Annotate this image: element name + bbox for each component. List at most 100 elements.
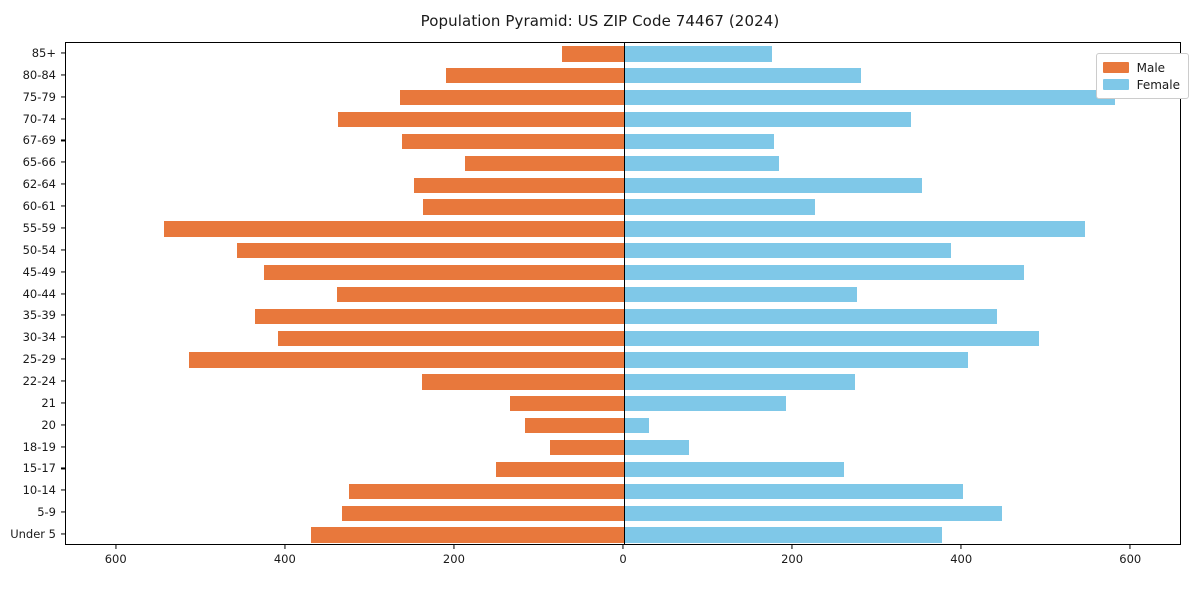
bar-female[interactable] xyxy=(624,461,844,478)
bar-male[interactable] xyxy=(349,483,624,499)
bar-female[interactable] xyxy=(624,418,649,434)
bar-row xyxy=(66,155,1180,171)
y-tick-mark xyxy=(61,161,65,163)
y-tick-label: 67-69 xyxy=(22,133,56,148)
bar-male[interactable] xyxy=(549,439,624,456)
y-tick-label: 10-14 xyxy=(22,483,56,498)
bar-female[interactable] xyxy=(624,155,779,171)
y-tick-mark xyxy=(61,74,65,76)
bar-male[interactable] xyxy=(421,374,624,390)
bar-female[interactable] xyxy=(624,439,690,456)
bar-male[interactable] xyxy=(236,243,624,259)
bar-female[interactable] xyxy=(624,264,1024,281)
x-axis: 600 400 200 0 200 400 600 xyxy=(65,545,1181,585)
y-tick-mark xyxy=(61,96,65,98)
bar-female[interactable] xyxy=(624,133,775,150)
bar-row xyxy=(66,483,1180,499)
y-tick-mark xyxy=(61,271,65,273)
bar-female[interactable] xyxy=(624,221,1085,237)
bar-male[interactable] xyxy=(164,221,624,237)
y-tick-label: 35-39 xyxy=(22,308,56,323)
bar-female[interactable] xyxy=(624,286,858,303)
y-tick-mark xyxy=(61,205,65,207)
bar-row xyxy=(66,46,1180,62)
bar-male[interactable] xyxy=(525,418,624,434)
bar-row xyxy=(66,396,1180,412)
bar-female[interactable] xyxy=(624,177,922,193)
bar-row xyxy=(66,133,1180,150)
x-tick-mark xyxy=(453,545,455,549)
bar-row xyxy=(66,199,1180,215)
bar-male[interactable] xyxy=(189,352,624,368)
bar-female[interactable] xyxy=(624,111,911,128)
x-tick-mark xyxy=(960,545,962,549)
bar-male[interactable] xyxy=(465,155,624,171)
bar-row xyxy=(66,461,1180,478)
bar-female[interactable] xyxy=(624,505,1002,521)
bar-male[interactable] xyxy=(338,111,624,128)
bar-row xyxy=(66,439,1180,456)
legend-label-male: Male xyxy=(1136,60,1166,75)
bar-female[interactable] xyxy=(624,68,861,84)
y-tick-label: 85+ xyxy=(31,45,56,60)
bar-female[interactable] xyxy=(624,483,964,499)
y-tick-mark xyxy=(61,139,65,141)
y-tick-mark xyxy=(61,358,65,360)
bar-female[interactable] xyxy=(624,90,1116,106)
bar-row xyxy=(66,243,1180,259)
bar-male[interactable] xyxy=(263,264,624,281)
y-tick-label: 30-34 xyxy=(22,330,56,345)
y-axis-labels: 85+ 80-84 75-79 70-74 67-69 65-66 62-64 60-61 55… xyxy=(0,42,65,545)
bar-male[interactable] xyxy=(278,330,624,346)
y-tick-mark xyxy=(61,336,65,338)
bar-female[interactable] xyxy=(624,352,969,368)
y-tick-label: 70-74 xyxy=(22,111,56,126)
bar-row xyxy=(66,505,1180,521)
bar-male[interactable] xyxy=(311,527,624,543)
bar-male[interactable] xyxy=(401,133,624,150)
bar-male[interactable] xyxy=(496,461,624,478)
y-tick-label: 80-84 xyxy=(22,67,56,82)
bar-female[interactable] xyxy=(624,199,816,215)
y-tick-mark xyxy=(61,424,65,426)
y-tick-mark xyxy=(61,533,65,535)
y-tick-label: 50-54 xyxy=(22,242,56,257)
y-tick-mark xyxy=(61,402,65,404)
bar-male[interactable] xyxy=(509,396,624,412)
bar-male[interactable] xyxy=(399,90,624,106)
bar-male[interactable] xyxy=(446,68,624,84)
bar-male[interactable] xyxy=(336,286,624,303)
bar-male[interactable] xyxy=(562,46,624,62)
x-tick-mark xyxy=(1129,545,1131,549)
bar-female[interactable] xyxy=(624,374,855,390)
y-tick-mark xyxy=(61,489,65,491)
bar-row xyxy=(66,374,1180,390)
bar-male[interactable] xyxy=(414,177,624,193)
zero-axis-line xyxy=(624,43,626,544)
y-tick-mark xyxy=(61,314,65,316)
bar-female[interactable] xyxy=(624,527,942,543)
x-tick-label: 200 xyxy=(781,552,804,566)
bar-female[interactable] xyxy=(624,308,997,325)
bar-male[interactable] xyxy=(341,505,624,521)
bar-row xyxy=(66,352,1180,368)
bar-row xyxy=(66,418,1180,434)
bar-female[interactable] xyxy=(624,46,772,62)
bar-female[interactable] xyxy=(624,243,952,259)
y-tick-label: 55-59 xyxy=(22,220,56,235)
bar-row xyxy=(66,308,1180,325)
legend-item-male: Male xyxy=(1102,59,1180,76)
y-tick-label: 60-61 xyxy=(22,199,56,214)
bar-row xyxy=(66,221,1180,237)
y-tick-mark xyxy=(61,446,65,448)
bar-male[interactable] xyxy=(254,308,624,325)
x-tick-label: 600 xyxy=(1119,552,1142,566)
bar-male[interactable] xyxy=(422,199,624,215)
bar-female[interactable] xyxy=(624,396,787,412)
y-tick-label: 45-49 xyxy=(22,264,56,279)
bar-row xyxy=(66,286,1180,303)
x-tick-mark xyxy=(115,545,117,549)
chart-legend[interactable]: Male Female xyxy=(1095,53,1189,99)
bar-female[interactable] xyxy=(624,330,1040,346)
legend-label-female: Female xyxy=(1136,77,1180,92)
